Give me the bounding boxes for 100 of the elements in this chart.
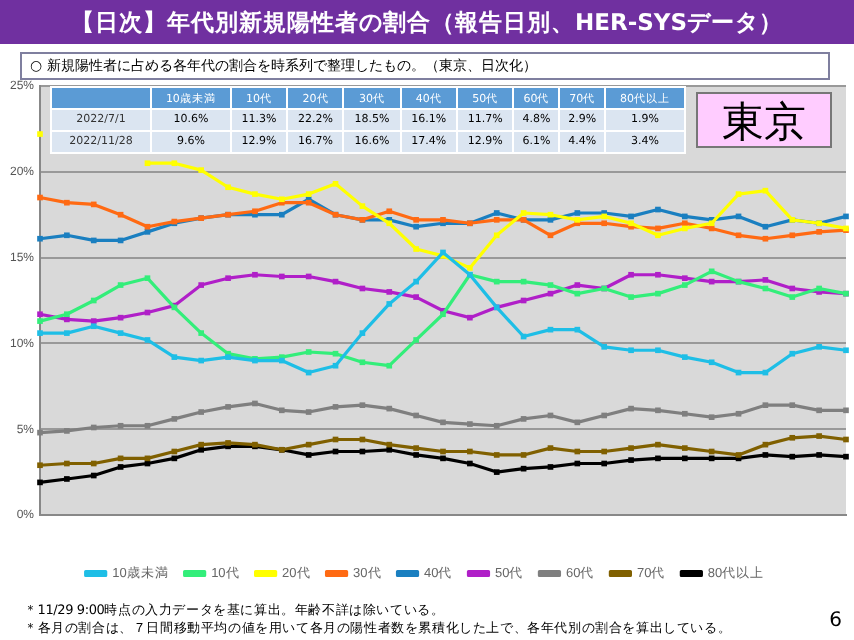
point	[144, 160, 151, 167]
point	[144, 337, 151, 343]
point	[64, 316, 70, 323]
point	[789, 232, 796, 239]
point	[493, 422, 500, 429]
point	[493, 210, 500, 216]
point	[359, 203, 366, 209]
point	[37, 235, 43, 242]
point	[655, 455, 661, 462]
point	[278, 211, 285, 218]
point	[144, 223, 151, 230]
point	[467, 448, 473, 455]
point	[655, 271, 661, 278]
point	[332, 362, 339, 369]
point	[708, 414, 715, 421]
point	[332, 180, 339, 187]
point	[762, 235, 769, 242]
point	[37, 194, 43, 201]
point	[762, 277, 769, 283]
point	[90, 237, 97, 244]
point	[789, 453, 796, 460]
point	[90, 424, 97, 431]
point	[843, 407, 849, 414]
point	[493, 232, 500, 239]
point	[655, 225, 661, 232]
point	[655, 206, 661, 213]
point	[37, 429, 43, 436]
point	[547, 232, 554, 239]
point	[762, 187, 769, 194]
point	[628, 405, 634, 412]
annotation: 東京	[696, 92, 832, 148]
point	[37, 131, 43, 137]
point	[843, 213, 849, 220]
point	[37, 462, 43, 469]
point	[37, 479, 43, 486]
point	[735, 191, 742, 197]
point	[547, 445, 554, 451]
chart-title: 【日次】年代別新規陽性者の割合（報告日別、HER-SYSデータ）	[0, 0, 854, 44]
point	[681, 225, 688, 232]
point	[413, 223, 419, 230]
point	[64, 199, 70, 206]
point	[843, 347, 849, 354]
point	[117, 330, 124, 336]
point	[90, 460, 97, 467]
point	[305, 349, 312, 355]
point	[789, 402, 796, 408]
point	[64, 311, 70, 318]
point	[520, 452, 527, 458]
point	[359, 330, 366, 336]
point	[278, 407, 285, 414]
point	[574, 210, 581, 216]
point	[332, 350, 339, 357]
point	[225, 184, 231, 191]
point	[359, 359, 366, 366]
point	[440, 455, 446, 462]
point	[386, 362, 393, 369]
point	[305, 452, 312, 458]
point	[520, 210, 527, 216]
point	[628, 347, 634, 354]
point	[493, 452, 500, 458]
point	[547, 326, 554, 333]
point	[144, 275, 151, 282]
point	[198, 441, 205, 448]
point	[413, 278, 419, 285]
point	[601, 460, 608, 467]
point	[547, 464, 554, 470]
point	[90, 318, 97, 324]
point	[386, 405, 393, 412]
point	[117, 211, 124, 218]
point	[90, 201, 97, 208]
point	[90, 472, 97, 479]
point	[90, 297, 97, 304]
point	[305, 409, 312, 415]
point	[386, 301, 393, 307]
point	[843, 436, 849, 443]
point	[708, 359, 715, 366]
point	[789, 285, 796, 292]
point	[386, 446, 393, 453]
point	[171, 416, 178, 422]
point	[440, 448, 446, 455]
point	[628, 271, 634, 278]
point	[762, 402, 769, 408]
point	[655, 441, 661, 448]
text: 6	[829, 610, 842, 632]
point	[386, 289, 393, 295]
point	[171, 354, 178, 360]
point	[601, 220, 608, 227]
point	[144, 422, 151, 429]
point	[64, 460, 70, 467]
point	[90, 323, 97, 330]
point	[332, 404, 339, 410]
point	[252, 271, 258, 278]
point	[359, 402, 366, 408]
point	[681, 213, 688, 220]
point	[386, 208, 393, 215]
point	[37, 311, 43, 318]
point	[117, 282, 124, 288]
point	[198, 357, 205, 364]
point	[762, 223, 769, 230]
point	[843, 453, 849, 460]
